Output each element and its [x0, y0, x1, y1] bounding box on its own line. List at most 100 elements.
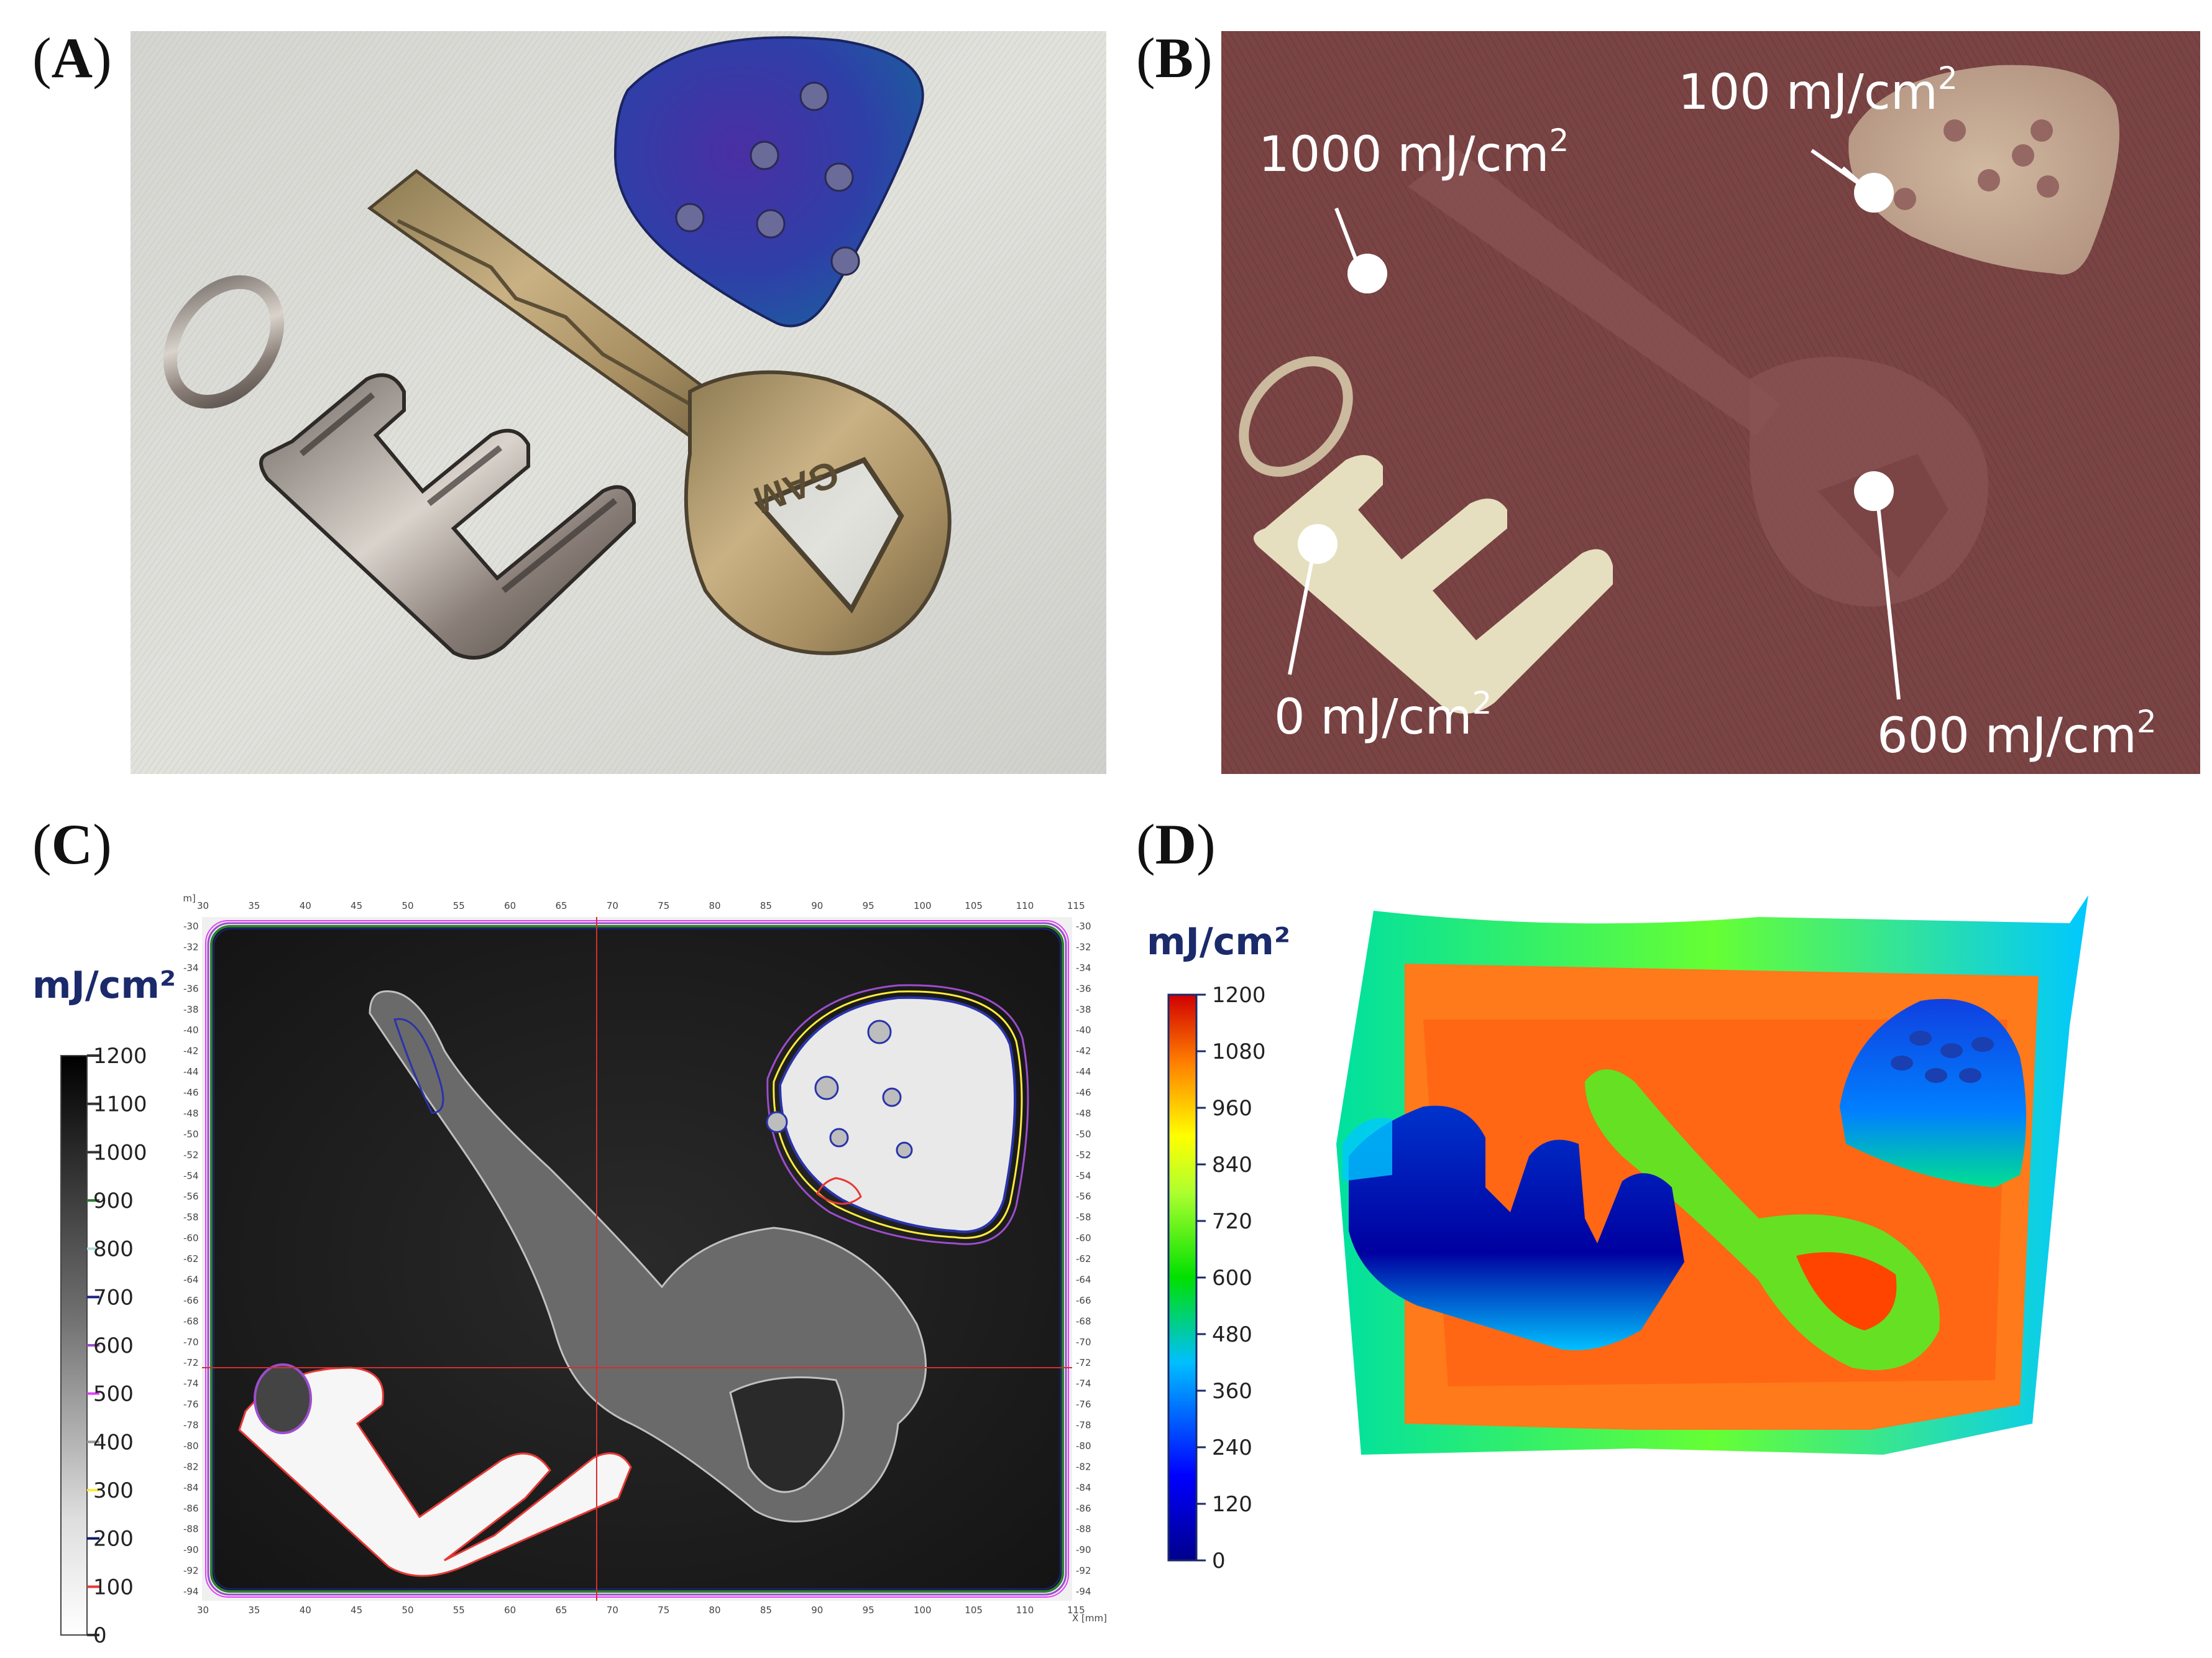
- x-tick-label-top: 65: [555, 900, 567, 911]
- y-tick-label-right: -64: [1076, 1274, 1091, 1285]
- y-tick-label-right: -84: [1076, 1482, 1091, 1493]
- raised-e: [1349, 1105, 1684, 1350]
- colorbar-c-tick-label: 400: [93, 1430, 134, 1455]
- y-tick-label-right: -68: [1076, 1315, 1091, 1327]
- e-region: [238, 1366, 632, 1577]
- x-tick-label-bottom: 30: [197, 1605, 209, 1616]
- label-100: 100 mJ/cm2: [1678, 60, 1958, 213]
- key-ring: [163, 275, 285, 409]
- y-tick-label-left: -60: [183, 1233, 199, 1244]
- x-tick-label-top: 45: [351, 900, 362, 911]
- colorbar-c-tick-label: 0: [93, 1623, 107, 1647]
- y-tick-label-left: -70: [183, 1337, 199, 1348]
- x-tick-label-bottom: 85: [760, 1605, 772, 1616]
- y-tick-label-left: -84: [183, 1482, 199, 1493]
- y-tick-label-left: -68: [183, 1315, 199, 1327]
- panel-a-letter: (A): [32, 26, 112, 90]
- y-tick-label-left: -66: [183, 1295, 199, 1306]
- y-tick-label-right: -90: [1076, 1544, 1091, 1555]
- colorbar-d-tick-label: 960: [1212, 1096, 1252, 1121]
- x-tick-label-top: 80: [709, 900, 721, 911]
- y-tick-label-left: -58: [183, 1212, 199, 1223]
- y-tick-label-left: -78: [183, 1420, 199, 1431]
- key: GAM: [367, 168, 952, 655]
- svg-text:100 mJ/cm2: 100 mJ/cm2: [1678, 60, 1958, 121]
- x-tick-label-top: 30: [197, 900, 209, 911]
- y-axis-label: Y [mm]: [183, 893, 196, 904]
- label-1000: 1000 mJ/cm2: [1259, 122, 1569, 293]
- x-tick-label-bottom: 105: [965, 1605, 983, 1616]
- svg-text:1000 mJ/cm2: 1000 mJ/cm2: [1259, 122, 1569, 183]
- x-tick-label-top: 85: [760, 900, 772, 911]
- y-tick-label-right: -60: [1076, 1233, 1091, 1244]
- y-tick-label-left: -36: [183, 983, 199, 994]
- y-tick-label-left: -44: [183, 1066, 199, 1077]
- y-tick-label-left: -52: [183, 1149, 199, 1161]
- x-tick-label-bottom: 45: [351, 1605, 362, 1616]
- svg-text:600 mJ/cm2: 600 mJ/cm2: [1877, 704, 2157, 764]
- y-tick-label-left: -38: [183, 1004, 199, 1015]
- y-tick-label-right: -94: [1076, 1586, 1091, 1597]
- y-tick-label-right: -86: [1076, 1503, 1091, 1514]
- x-tick-label-top: 50: [402, 900, 413, 911]
- e-keychain: [259, 373, 636, 660]
- y-tick-label-right: -74: [1076, 1378, 1091, 1389]
- y-tick-label-left: -54: [183, 1170, 199, 1181]
- y-tick-label-right: -92: [1076, 1565, 1091, 1577]
- colorbar-c-tick-label: 700: [93, 1285, 134, 1310]
- x-tick-label-bottom: 35: [248, 1605, 260, 1616]
- x-tick-label-top: 70: [607, 900, 618, 911]
- panel-a-photo: GAM: [131, 31, 1106, 774]
- x-tick-label-top: 75: [658, 900, 669, 911]
- y-tick-label-right: -36: [1076, 983, 1091, 994]
- panel-b-photo: 1000 mJ/cm2 100 mJ/cm2 0 mJ/cm2 600 mJ/c…: [1221, 31, 2200, 774]
- colorbar-c-tick-label: 300: [93, 1478, 134, 1503]
- panel-c-letter: (C): [32, 813, 112, 876]
- y-tick-label-left: -92: [183, 1565, 199, 1577]
- x-tick-label-top: 100: [914, 900, 932, 911]
- y-tick-label-left: -30: [183, 921, 199, 932]
- colorbar-c-tick-label: 1000: [93, 1140, 147, 1165]
- colorbar-d-tick-label: 240: [1212, 1435, 1252, 1460]
- svg-text:0 mJ/cm2: 0 mJ/cm2: [1274, 685, 1492, 745]
- x-axis-label: X [mm]: [1072, 1613, 1107, 1624]
- x-tick-label-bottom: 90: [811, 1605, 823, 1616]
- y-tick-label-left: -80: [183, 1440, 199, 1452]
- y-tick-label-left: -90: [183, 1544, 199, 1555]
- label-600: 600 mJ/cm2: [1854, 471, 2157, 764]
- x-tick-label-bottom: 80: [709, 1605, 721, 1616]
- y-tick-label-right: -88: [1076, 1524, 1091, 1535]
- y-tick-label-left: -42: [183, 1046, 199, 1057]
- x-tick-label-bottom: 40: [300, 1605, 311, 1616]
- x-tick-label-top: 40: [300, 900, 311, 911]
- y-tick-label-right: -56: [1076, 1191, 1091, 1202]
- x-tick-label-bottom: 75: [658, 1605, 669, 1616]
- y-tick-label-right: -50: [1076, 1128, 1091, 1140]
- x-tick-label-top: 110: [1016, 900, 1034, 911]
- panel-b-letter: (B): [1136, 26, 1213, 90]
- y-tick-label-left: -34: [183, 962, 199, 974]
- y-tick-label-left: -32: [183, 941, 199, 952]
- colorbar-d-tick-label: 0: [1212, 1549, 1226, 1573]
- colorbar-d-tick-label: 1080: [1212, 1039, 1266, 1064]
- colorbar-d-tick-label: 1200: [1212, 983, 1266, 1008]
- colorbar-c-tick-label: 1200: [93, 1044, 147, 1069]
- y-tick-label-left: -72: [183, 1357, 199, 1368]
- y-tick-label-left: -76: [183, 1399, 199, 1410]
- y-tick-label-right: -42: [1076, 1046, 1091, 1057]
- y-tick-label-left: -82: [183, 1461, 199, 1472]
- y-tick-label-right: -54: [1076, 1170, 1091, 1181]
- colorbar-d-tick-label: 120: [1212, 1492, 1252, 1517]
- x-tick-label-top: 55: [453, 900, 465, 911]
- x-tick-label-bottom: 70: [607, 1605, 618, 1616]
- x-tick-label-top: 115: [1067, 900, 1085, 911]
- y-tick-label-right: -62: [1076, 1253, 1091, 1264]
- x-tick-label-bottom: 100: [914, 1605, 932, 1616]
- x-tick-label-bottom: 55: [453, 1605, 465, 1616]
- y-tick-label-right: -66: [1076, 1295, 1091, 1306]
- y-tick-label-right: -82: [1076, 1461, 1091, 1472]
- colorbar-c-tick-label: 900: [93, 1189, 134, 1214]
- y-tick-label-left: -46: [183, 1087, 199, 1098]
